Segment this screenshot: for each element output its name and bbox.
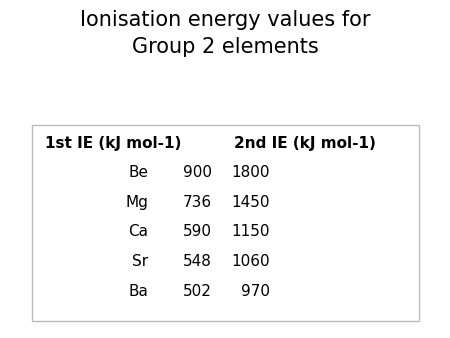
Text: 900: 900 <box>183 165 212 180</box>
Text: 1800: 1800 <box>231 165 270 180</box>
Text: 548: 548 <box>183 254 212 269</box>
Text: 1060: 1060 <box>231 254 270 269</box>
Text: Be: Be <box>129 165 148 180</box>
Text: 1st IE (kJ mol-1): 1st IE (kJ mol-1) <box>45 136 181 151</box>
Text: 590: 590 <box>183 224 212 239</box>
Text: 970: 970 <box>241 284 270 299</box>
Text: Ionisation energy values for
Group 2 elements: Ionisation energy values for Group 2 ele… <box>80 10 370 56</box>
Text: 1450: 1450 <box>231 195 270 210</box>
Text: Mg: Mg <box>126 195 148 210</box>
Text: 2nd IE (kJ mol-1): 2nd IE (kJ mol-1) <box>234 136 376 151</box>
Text: 502: 502 <box>183 284 212 299</box>
Text: Sr: Sr <box>132 254 148 269</box>
Text: 736: 736 <box>182 195 211 210</box>
Text: 1150: 1150 <box>231 224 270 239</box>
Text: Ca: Ca <box>129 224 148 239</box>
Text: Ba: Ba <box>129 284 148 299</box>
FancyBboxPatch shape <box>32 125 419 321</box>
